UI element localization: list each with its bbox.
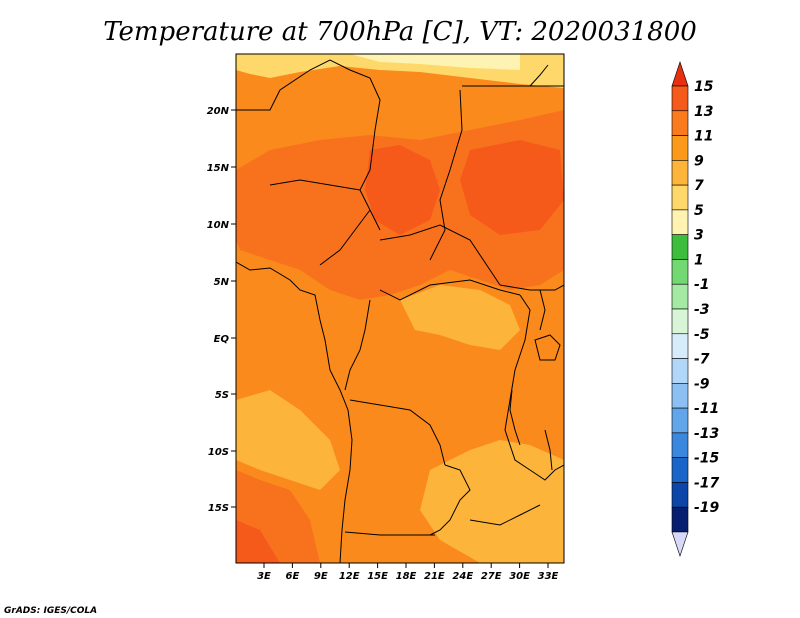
border-tanzania-mozambique	[529, 464, 564, 481]
border-angola-namibia	[344, 531, 435, 536]
border-zambia-south	[469, 504, 541, 526]
colorbar-bin	[671, 333, 689, 359]
colorbar-bin	[671, 358, 689, 384]
latitude-label: 10N	[207, 220, 230, 231]
colorbar-label: -11	[694, 401, 719, 417]
colorbar-label: -9	[694, 376, 710, 392]
longitude-label: 15E	[367, 571, 388, 582]
colorbar-bin	[671, 383, 689, 409]
colorbar-label: 13	[694, 104, 713, 120]
colorbar-bottom-arrow	[671, 531, 689, 557]
lake-malawi	[544, 429, 553, 471]
latitude-label: 5N	[214, 277, 230, 288]
latitude-label: 20N	[207, 106, 230, 117]
map-title: Temperature at 700hPa [C], VT: 202003180…	[103, 17, 697, 47]
field-south-east-light	[420, 440, 564, 563]
colorbar-bin	[671, 482, 689, 508]
latitude-label: 5S	[215, 390, 229, 401]
colorbar-label: 3	[694, 228, 704, 244]
colorbar-label: 11	[694, 129, 713, 145]
border-car-north	[379, 224, 501, 286]
longitude-label: 6E	[286, 571, 300, 582]
plot-frame	[235, 53, 565, 564]
border-car-south	[379, 279, 521, 301]
longitude-label: 27E	[481, 571, 502, 582]
colorbar-bin	[671, 308, 689, 335]
colorbar-label: -17	[694, 475, 720, 491]
border-nigeria-cameroon	[319, 209, 371, 266]
colorbar: 15 13 11 9 7 5 3 1 -1 -3 -5 -7 -9 -11 -13 -15 -17 -19	[671, 61, 720, 557]
longitude-label: 3E	[257, 571, 271, 582]
colorbar-bin	[671, 160, 689, 186]
border-mali-niger	[236, 59, 381, 131]
colorbar-label: 7	[694, 178, 704, 194]
colorbar-bin	[671, 283, 689, 310]
field-sudan-hot	[460, 140, 564, 235]
border-angola-zambia	[429, 464, 471, 536]
border-drc-east	[504, 294, 531, 471]
grads-credit: GrADS: IGES/COLA	[4, 606, 97, 616]
temperature-field	[236, 54, 564, 563]
latitude-axis: 20N 15N 10N 5N EQ 5S 10S 15S	[207, 106, 236, 514]
field-center-light	[400, 285, 520, 350]
longitude-label: 33E	[538, 571, 559, 582]
country-borders	[236, 59, 564, 563]
colorbar-bin	[671, 259, 689, 285]
coastline-west	[236, 261, 353, 563]
colorbar-bin	[671, 209, 689, 235]
border-congo-drc	[344, 299, 371, 391]
colorbar-label: 9	[694, 153, 704, 169]
red-sea-coast	[529, 64, 549, 87]
latitude-label: 15N	[207, 163, 230, 174]
field-south-west-hot	[236, 520, 280, 563]
colorbar-bin	[671, 184, 689, 211]
field-north-pale	[350, 54, 520, 70]
field-chad-hot	[365, 145, 440, 235]
longitude-label: 30E	[509, 571, 530, 582]
colorbar-bin	[671, 407, 689, 434]
colorbar-label: 15	[694, 79, 714, 95]
colorbar-label: -5	[694, 327, 710, 343]
colorbar-bin	[671, 432, 689, 458]
latitude-label: 15S	[208, 503, 229, 514]
colorbar-top-arrow	[671, 61, 689, 87]
colorbar-bin	[671, 110, 689, 136]
longitude-label: 18E	[396, 571, 417, 582]
longitude-label: 21E	[424, 571, 445, 582]
colorbar-label: -7	[694, 352, 710, 368]
border-drc-angola	[349, 399, 446, 466]
colorbar-label: -3	[694, 302, 710, 318]
colorbar-label: -19	[694, 500, 720, 516]
lake-victoria	[534, 334, 561, 361]
colorbar-bin	[671, 457, 689, 483]
colorbar-label: 5	[694, 203, 704, 219]
colorbar-bin	[671, 234, 689, 260]
border-sudan-south	[499, 284, 564, 291]
colorbar-label: -13	[694, 426, 719, 442]
colorbar-label: -1	[694, 277, 710, 293]
longitude-label: 24E	[452, 571, 473, 582]
colorbar-bin	[671, 135, 689, 161]
lake-tanganyika	[509, 389, 521, 446]
latitude-label: 10S	[208, 447, 229, 458]
longitude-label: 12E	[339, 571, 360, 582]
colorbar-label: -15	[694, 451, 720, 467]
border-nigeria-north	[269, 179, 361, 191]
longitude-label: 9E	[314, 571, 328, 582]
border-kenya-uganda	[539, 289, 546, 331]
border-chad-sudan	[429, 89, 463, 261]
field-west-light	[236, 390, 340, 490]
latitude-label: EQ	[214, 334, 230, 345]
colorbar-bin	[671, 85, 689, 112]
longitude-axis: 3E 6E 9E 12E 15E 18E 21E 24E 27E 30E 33E	[257, 563, 559, 582]
colorbar-bin	[671, 506, 689, 533]
colorbar-label: 1	[694, 252, 704, 268]
